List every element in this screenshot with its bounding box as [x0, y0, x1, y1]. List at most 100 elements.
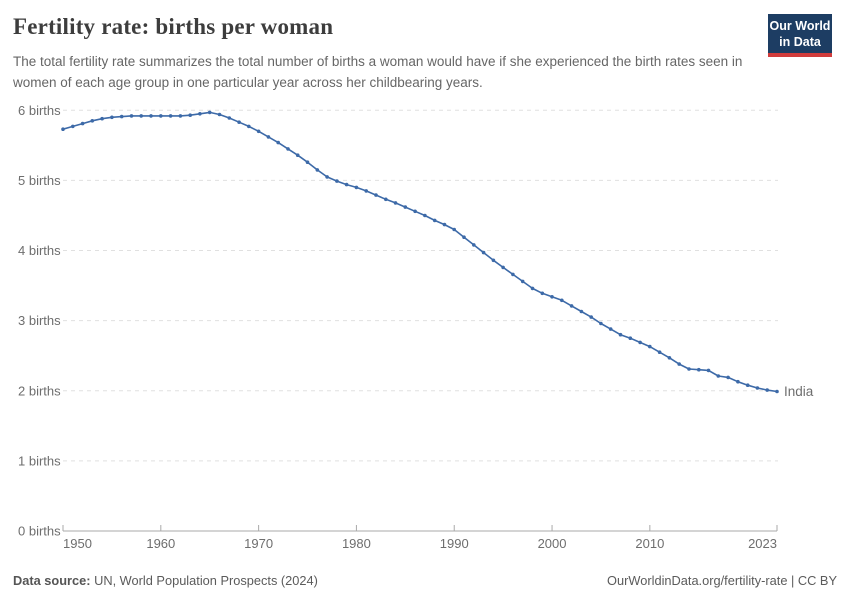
y-tick-label: 2 births [18, 383, 61, 398]
owid-url-link[interactable]: OurWorldinData.org/fertility-rate [607, 573, 788, 588]
data-point[interactable] [139, 114, 143, 118]
owid-logo[interactable]: Our World in Data [768, 14, 832, 57]
data-point[interactable] [90, 119, 95, 123]
x-tick-label: 2000 [538, 536, 567, 551]
data-point[interactable] [354, 185, 359, 190]
data-point[interactable] [736, 379, 740, 384]
data-point[interactable] [188, 113, 192, 117]
data-point[interactable] [227, 116, 232, 120]
data-point[interactable] [100, 116, 104, 121]
data-point[interactable] [520, 279, 525, 284]
data-point[interactable] [706, 368, 711, 373]
data-point[interactable] [315, 168, 320, 172]
data-point[interactable] [119, 114, 124, 119]
data-point[interactable] [413, 209, 417, 214]
data-point[interactable] [716, 374, 721, 378]
data-point[interactable] [550, 295, 554, 299]
data-point[interactable] [618, 332, 623, 337]
x-tick-label: 1970 [244, 536, 273, 551]
x-tick-label: 1980 [342, 536, 371, 551]
data-point[interactable] [80, 121, 85, 126]
data-point[interactable] [344, 182, 349, 187]
data-point[interactable] [638, 340, 642, 345]
data-point[interactable] [697, 367, 701, 372]
data-point[interactable] [481, 250, 486, 255]
data-point[interactable] [403, 205, 408, 209]
y-tick-label: 5 births [18, 173, 61, 188]
data-point[interactable] [198, 112, 202, 116]
x-tick-label: 2023 [748, 536, 777, 551]
data-point[interactable] [335, 179, 339, 183]
data-point[interactable] [442, 222, 447, 227]
data-point[interactable] [745, 383, 750, 388]
data-point[interactable] [61, 127, 65, 131]
data-point[interactable] [159, 114, 163, 118]
data-point[interactable] [511, 272, 515, 277]
data-point[interactable] [501, 265, 505, 270]
data-point[interactable] [687, 367, 691, 371]
y-tick-label: 1 births [18, 453, 61, 468]
data-point[interactable] [755, 386, 760, 390]
data-point[interactable] [384, 197, 388, 202]
data-point[interactable] [168, 114, 173, 118]
data-point[interactable] [726, 375, 730, 380]
x-tick-label: 1990 [440, 536, 469, 551]
data-point[interactable] [452, 227, 457, 232]
chart-subtitle: The total fertility rate summarizes the … [13, 54, 743, 90]
data-point[interactable] [628, 336, 633, 341]
data-point[interactable] [217, 112, 222, 117]
data-point[interactable] [325, 175, 329, 179]
data-point[interactable] [266, 135, 271, 139]
y-tick-label: 0 births [18, 524, 61, 539]
data-point[interactable] [657, 350, 662, 355]
data-point[interactable] [589, 315, 593, 319]
footer-attribution: OurWorldinData.org/fertility-rate | CC B… [607, 573, 837, 588]
x-tick-label: 1950 [63, 536, 92, 551]
data-line[interactable] [62, 111, 778, 393]
data-source-note: Data source: UN, World Population Prospe… [13, 573, 318, 588]
data-point[interactable] [560, 298, 564, 303]
data-point[interactable] [364, 189, 369, 193]
data-point[interactable] [599, 321, 603, 326]
data-point[interactable] [374, 193, 378, 197]
data-point[interactable] [286, 147, 290, 151]
data-point[interactable] [667, 356, 672, 360]
data-point[interactable] [775, 389, 779, 394]
data-source-label: Data source: [13, 573, 91, 588]
data-point[interactable] [491, 258, 496, 263]
x-tick-label: 2010 [635, 536, 664, 551]
data-point[interactable] [648, 344, 652, 349]
data-point[interactable] [540, 291, 545, 296]
data-point[interactable] [472, 243, 476, 247]
owid-logo-line2: in Data [779, 35, 821, 49]
series-end-label[interactable]: India [784, 384, 814, 399]
data-point[interactable] [765, 388, 769, 392]
data-point[interactable] [149, 114, 153, 118]
y-tick-label: 4 births [18, 243, 61, 258]
data-point[interactable] [295, 153, 300, 157]
data-point[interactable] [276, 140, 281, 145]
data-point[interactable] [256, 129, 261, 134]
data-point[interactable] [178, 114, 183, 118]
data-point[interactable] [423, 213, 427, 218]
chart-footer: Data source: UN, World Population Prospe… [13, 573, 837, 588]
data-point[interactable] [579, 309, 584, 314]
data-point[interactable] [207, 110, 212, 115]
y-tick-label: 6 births [18, 103, 61, 118]
y-tick-label: 3 births [18, 313, 61, 328]
data-point[interactable] [432, 218, 437, 223]
data-point[interactable] [569, 304, 574, 308]
data-point[interactable] [247, 124, 251, 129]
data-point[interactable] [530, 286, 535, 291]
data-point[interactable] [237, 120, 241, 124]
data-point[interactable] [393, 201, 398, 205]
data-point[interactable] [129, 114, 134, 118]
data-point[interactable] [110, 115, 114, 120]
data-point[interactable] [462, 235, 466, 239]
data-point[interactable] [677, 362, 681, 366]
data-point[interactable] [71, 124, 75, 129]
data-point[interactable] [305, 160, 310, 164]
data-point[interactable] [608, 327, 613, 331]
